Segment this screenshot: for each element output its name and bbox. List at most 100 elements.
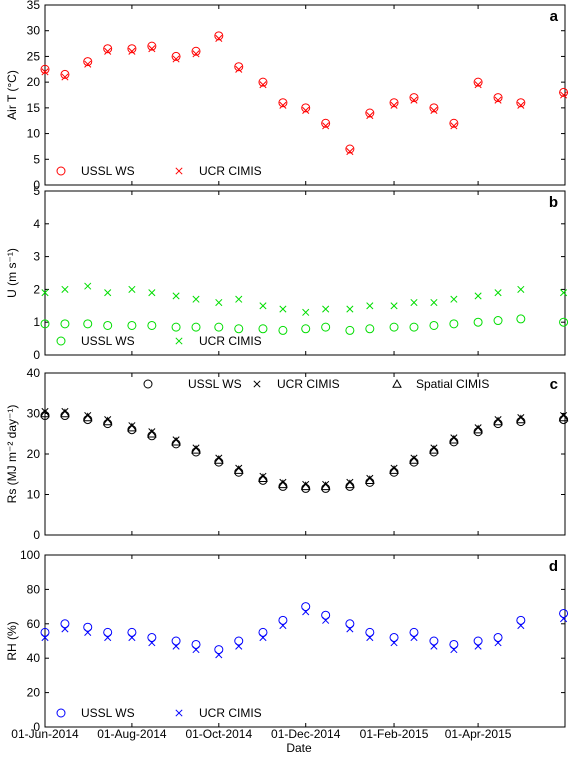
data-point bbox=[559, 87, 569, 97]
data-point bbox=[40, 319, 50, 329]
data-point bbox=[83, 622, 93, 632]
y-tick-label: 100 bbox=[20, 548, 40, 562]
data-point bbox=[346, 148, 354, 156]
data-point bbox=[215, 298, 223, 307]
legend-label: Spatial CIMIS bbox=[416, 377, 489, 391]
legend-marker bbox=[143, 379, 153, 389]
y-tick-label: 60 bbox=[27, 617, 41, 631]
data-point bbox=[473, 636, 483, 646]
series-ucr-cimis bbox=[41, 282, 568, 316]
data-point bbox=[302, 106, 310, 114]
y-tick-label: 0 bbox=[33, 178, 40, 192]
data-point bbox=[148, 639, 156, 647]
plot-frame bbox=[44, 554, 566, 728]
data-point bbox=[214, 31, 224, 41]
data-point bbox=[430, 106, 438, 114]
data-point bbox=[389, 322, 399, 332]
data-point bbox=[409, 627, 419, 637]
data-point bbox=[450, 646, 458, 654]
data-point bbox=[322, 616, 330, 624]
data-point bbox=[278, 325, 288, 335]
data-point bbox=[410, 96, 418, 104]
data-point bbox=[390, 302, 398, 310]
data-point bbox=[127, 44, 137, 54]
panel-c: 0 10 20 30 40 Rs (MJ m⁻² day⁻¹) c USSL WS UCR CI… bbox=[5, 366, 569, 542]
data-point bbox=[409, 93, 419, 103]
data-point bbox=[366, 634, 374, 642]
data-point bbox=[235, 295, 243, 303]
legend-label: UCR CIMIS bbox=[277, 377, 340, 391]
plot-frame bbox=[44, 372, 566, 536]
panel-label: c bbox=[550, 376, 558, 393]
data-point bbox=[259, 634, 267, 642]
y-tick-label: 20 bbox=[27, 75, 41, 89]
data-point bbox=[192, 295, 200, 303]
data-point bbox=[40, 408, 50, 418]
data-point bbox=[517, 285, 525, 293]
data-point bbox=[191, 444, 201, 454]
data-point bbox=[279, 621, 287, 630]
data-point bbox=[301, 602, 311, 612]
data-point bbox=[429, 444, 439, 454]
y-tick-label: 80 bbox=[27, 582, 41, 596]
legend: USSL WS UCR CIMIS bbox=[56, 334, 262, 348]
data-point bbox=[429, 320, 439, 330]
data-point bbox=[147, 320, 157, 330]
data-point bbox=[104, 634, 112, 642]
data-point bbox=[345, 144, 355, 154]
data-point bbox=[494, 289, 502, 297]
data-point bbox=[234, 324, 244, 334]
data-point bbox=[474, 642, 482, 650]
series-ucr-cimis bbox=[41, 407, 568, 488]
data-point bbox=[430, 642, 438, 650]
panel-label: d bbox=[549, 558, 558, 575]
data-point bbox=[147, 633, 157, 643]
data-point bbox=[493, 416, 503, 426]
data-point bbox=[450, 122, 458, 130]
data-point bbox=[410, 298, 418, 307]
data-point bbox=[171, 51, 181, 61]
data-point bbox=[364, 475, 375, 485]
legend-marker bbox=[56, 166, 66, 176]
data-point bbox=[191, 46, 201, 56]
data-point bbox=[258, 627, 268, 637]
data-point bbox=[82, 412, 93, 422]
data-point bbox=[493, 316, 503, 326]
legend-label: USSL WS bbox=[81, 164, 135, 178]
panel-b: 0 1 2 3 4 5 U (m s⁻¹) b USSL WS UCR CIMIS bbox=[5, 184, 569, 362]
x-tick-label: 01-Aug-2014 bbox=[97, 727, 167, 741]
y-tick-label: 20 bbox=[27, 447, 41, 461]
data-point bbox=[258, 324, 268, 334]
data-point bbox=[61, 285, 69, 293]
data-point bbox=[83, 57, 93, 67]
data-point bbox=[172, 55, 180, 63]
data-point bbox=[365, 108, 375, 118]
data-point bbox=[300, 481, 311, 491]
x-axis-label: Date bbox=[286, 741, 312, 755]
data-point bbox=[171, 436, 181, 446]
data-point bbox=[233, 465, 244, 474]
data-point bbox=[450, 295, 458, 303]
data-point bbox=[148, 45, 156, 53]
data-point bbox=[493, 633, 503, 643]
data-point bbox=[449, 639, 459, 649]
y-tick-label: 30 bbox=[27, 24, 41, 38]
y-tick-label: 5 bbox=[33, 152, 40, 166]
x-tick-label: 01-Dec-2014 bbox=[271, 727, 341, 741]
data-point bbox=[191, 322, 201, 332]
data-point bbox=[214, 322, 224, 332]
y-tick-label: 5 bbox=[33, 184, 40, 198]
data-point bbox=[172, 292, 180, 300]
data-point bbox=[128, 285, 136, 293]
panel-d: 0 20 40 60 80 100 RH (%) d USSL WS UCR CIMIS bbox=[5, 548, 569, 734]
legend-marker bbox=[253, 380, 261, 388]
data-point bbox=[301, 103, 311, 113]
data-point bbox=[474, 81, 482, 89]
data-point bbox=[410, 634, 418, 642]
legend-label: USSL WS bbox=[81, 706, 135, 720]
data-point bbox=[345, 479, 355, 489]
data-point bbox=[390, 101, 398, 109]
data-point bbox=[279, 305, 287, 313]
legend-marker bbox=[175, 337, 183, 345]
data-point bbox=[449, 118, 459, 128]
